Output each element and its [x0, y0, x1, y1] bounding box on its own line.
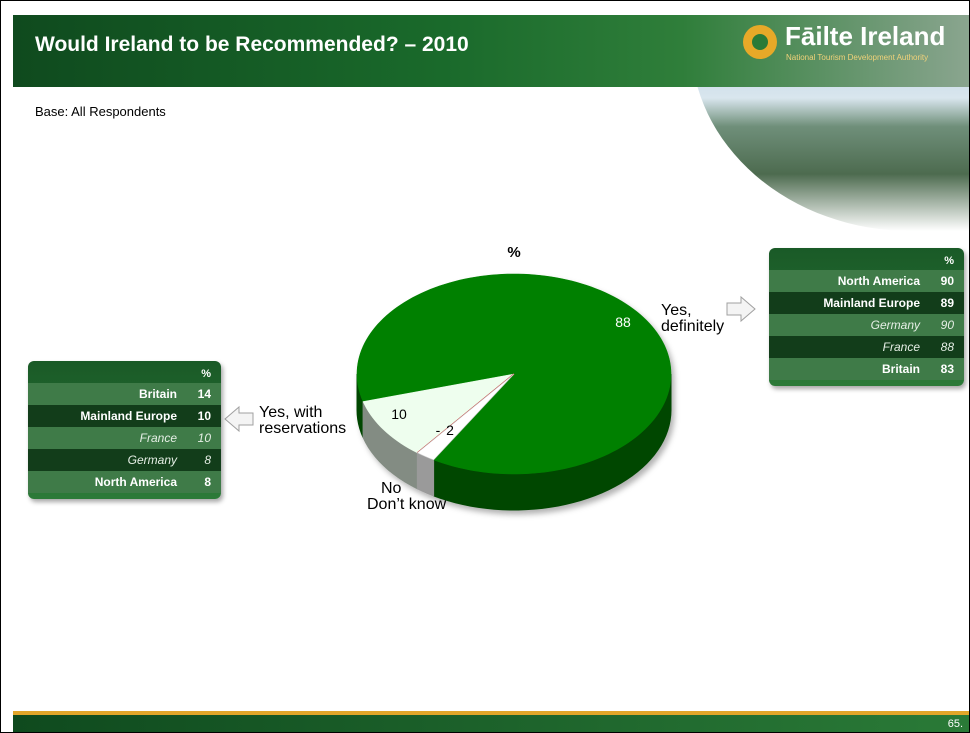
row-value: 10	[185, 405, 221, 427]
data-table: % Britain 14 Mainland Europe 10 France 10 Germa…	[28, 365, 221, 493]
chart-title: %	[507, 244, 520, 261]
row-value: 83	[928, 358, 964, 380]
table-row: Mainland Europe 89	[769, 292, 964, 314]
row-label: Britain	[769, 358, 928, 380]
table-row: Germany 90	[769, 314, 964, 336]
row-label: Mainland Europe	[28, 405, 185, 427]
pie-slice	[362, 373, 515, 454]
table-header-row: %	[769, 252, 964, 270]
pie-slice	[416, 373, 515, 461]
logo-mark	[743, 25, 777, 59]
table-row: France 10	[28, 427, 221, 449]
row-value: 90	[928, 270, 964, 292]
table-row: North America 90	[769, 270, 964, 292]
table-header-cell	[769, 252, 928, 270]
row-label: France	[28, 427, 185, 449]
slide-title: Would Ireland to be Recommended? – 2010	[35, 33, 469, 56]
row-label: Britain	[28, 383, 185, 405]
logo-name: Fāilte Ireland	[785, 21, 946, 51]
row-value: 88	[928, 336, 964, 358]
arrow	[224, 405, 254, 433]
row-value: 8	[185, 449, 221, 471]
row-value: 8	[185, 471, 221, 493]
footer-bar: 65.	[13, 711, 969, 732]
data-label: 10	[391, 406, 407, 422]
category-label: Yes, definitely	[661, 302, 725, 335]
table-header-row: %	[28, 365, 221, 383]
arrows	[224, 295, 756, 433]
category-label: Yes, with reservations	[259, 404, 347, 437]
pie	[356, 273, 672, 511]
table-row: Germany 8	[28, 449, 221, 471]
row-value: 90	[928, 314, 964, 336]
data-label: -	[436, 422, 441, 438]
category-label: No	[381, 480, 402, 497]
category-label: Don’t know	[367, 496, 447, 513]
table-row: Mainland Europe 10	[28, 405, 221, 427]
row-value: 14	[185, 383, 221, 405]
row-label: North America	[769, 270, 928, 292]
data-label: 88	[615, 314, 631, 330]
header-bar	[13, 15, 969, 87]
table-row: Britain 14	[28, 383, 221, 405]
row-label: North America	[28, 471, 185, 493]
row-label: Mainland Europe	[769, 292, 928, 314]
arrow	[726, 295, 756, 323]
logo: Fāilte Ireland National Tourism Developm…	[739, 19, 969, 67]
logo-subtitle: National Tourism Development Authority	[786, 53, 929, 62]
table: % Britain 14 Mainland Europe 10 France 10 Germa…	[28, 361, 221, 499]
row-label: Germany	[28, 449, 185, 471]
table-row: North America 8	[28, 471, 221, 493]
table-header-cell	[28, 365, 185, 383]
base-note: Base: All Respondents	[35, 104, 166, 119]
data-label: 2	[446, 422, 454, 438]
page-number: 65.	[947, 718, 963, 730]
table-row: France 88	[769, 336, 964, 358]
row-label: France	[769, 336, 928, 358]
data-table: % North America 90 Mainland Europe 89 Germany…	[769, 252, 964, 380]
table-header-cell: %	[201, 368, 211, 380]
table-row: Britain 83	[769, 358, 964, 380]
table-header-cell: %	[944, 255, 954, 267]
table: % North America 90 Mainland Europe 89 Germany…	[769, 248, 964, 386]
row-label: Germany	[769, 314, 928, 336]
row-value: 10	[185, 427, 221, 449]
row-value: 89	[928, 292, 964, 314]
